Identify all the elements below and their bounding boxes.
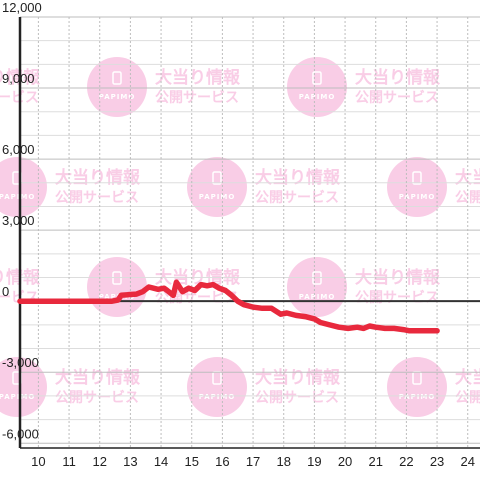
watermark-brand: PAPIMO — [0, 393, 35, 401]
x-tick-label: 12 — [92, 454, 106, 469]
x-tick-label: 21 — [368, 454, 382, 469]
watermark-brand: PAPIMO — [399, 393, 436, 401]
watermark-subtitle: 公開サービス — [55, 390, 139, 406]
tick-label-layer: 12,000 9,000 6,000 3,000 0 -3,000 -6,000 10 11 12… — [2, 0, 475, 469]
watermark-logo — [287, 57, 347, 117]
y-tick-label: 12,000 — [2, 0, 42, 15]
watermark-title: 大当り情報 — [55, 367, 141, 388]
watermark-phone-icon — [412, 171, 422, 185]
watermark-logo — [87, 57, 147, 117]
watermark-logo — [187, 357, 247, 417]
watermark-title: 大当り情報 — [55, 167, 141, 188]
watermark-phone-icon — [112, 71, 122, 85]
watermark-logo — [0, 157, 47, 217]
watermark-brand: PAPIMO — [299, 293, 336, 301]
watermark-brand: PAPIMO — [199, 393, 236, 401]
x-tick-label: 22 — [399, 454, 413, 469]
x-tick-label: 10 — [31, 454, 45, 469]
watermark-subtitle: 公開サービス — [255, 390, 339, 406]
watermark-phone-icon — [212, 171, 222, 185]
watermark-subtitle: 公開サービス — [155, 90, 239, 106]
watermark-brand: PAPIMO — [399, 193, 436, 201]
watermark-phone-icon — [112, 271, 122, 285]
watermark-brand: PAPIMO — [199, 193, 236, 201]
x-tick-label: 19 — [307, 454, 321, 469]
watermark-subtitle: 公開サービス — [355, 290, 439, 306]
y-tick-label: 6,000 — [2, 142, 35, 157]
series-line — [17, 279, 440, 334]
x-tick-label: 11 — [62, 454, 76, 469]
watermark-logo — [287, 257, 347, 317]
watermark-subtitle: 公開サービス — [255, 190, 339, 206]
x-tick-label: 23 — [430, 454, 444, 469]
x-tick-label: 17 — [246, 454, 260, 469]
watermark-brand: PAPIMO — [99, 293, 136, 301]
x-tick-label: 14 — [154, 454, 168, 469]
x-tick-label: 24 — [460, 454, 474, 469]
watermark-title: 大当り情報 — [255, 367, 341, 388]
series-layer — [17, 279, 440, 334]
watermark-subtitle: 公開サービス — [55, 190, 139, 206]
y-tick-label: -3,000 — [2, 355, 39, 370]
x-tick-label: 16 — [215, 454, 229, 469]
watermark-logo — [387, 157, 447, 217]
y-tick-label: 0 — [2, 284, 9, 299]
watermark-logo — [87, 257, 147, 317]
y-tick-label: 9,000 — [2, 71, 35, 86]
x-tick-label: 13 — [123, 454, 137, 469]
y-tick-label: -6,000 — [2, 426, 39, 441]
watermark-title: 大当り情報 — [255, 167, 341, 188]
watermark-title: 大当り情報 — [355, 67, 441, 88]
watermark-brand: PAPIMO — [0, 193, 35, 201]
x-tick-label: 15 — [184, 454, 198, 469]
x-tick-label: 18 — [276, 454, 290, 469]
x-tick-label: 20 — [338, 454, 352, 469]
watermark-phone-icon — [312, 71, 322, 85]
watermark-title: 大当り情報 — [155, 67, 241, 88]
watermark-subtitle: 公開サービス — [355, 90, 439, 106]
watermark-logo — [187, 157, 247, 217]
y-tick-label: 3,000 — [2, 213, 35, 228]
watermark-phone-icon — [312, 271, 322, 285]
watermark-brand: PAPIMO — [299, 93, 336, 101]
watermark-brand: PAPIMO — [99, 93, 136, 101]
watermark-logo — [387, 357, 447, 417]
